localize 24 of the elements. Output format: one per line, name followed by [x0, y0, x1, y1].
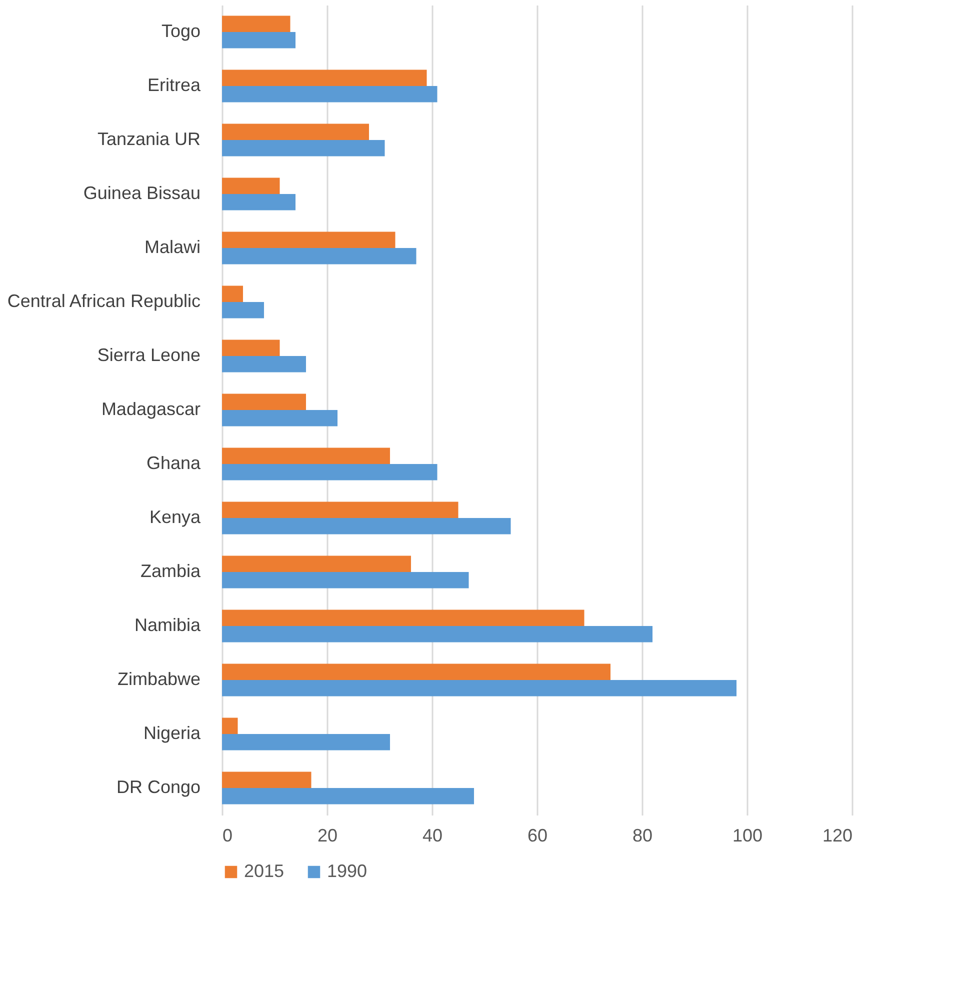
y-tick-label: Guinea Bissau [83, 183, 200, 203]
x-tick-label: 0 [222, 826, 233, 846]
legend-label: 2015 [244, 861, 284, 881]
y-tick-label: Kenya [149, 507, 202, 527]
y-tick-label: Zambia [140, 561, 202, 581]
y-tick-label: Ghana [146, 453, 202, 473]
y-tick-label: Malawi [144, 237, 200, 257]
y-tick-label: Namibia [134, 615, 202, 635]
y-tick-label: Nigeria [143, 723, 202, 743]
y-tick-label: Tanzania UR [97, 129, 200, 149]
y-tick-label: DR Congo [116, 777, 200, 797]
x-tick-label: 120 [822, 826, 852, 846]
x-tick-label: 100 [732, 826, 763, 846]
y-tick-label: Togo [161, 21, 200, 41]
y-tick-label: Zimbabwe [117, 669, 200, 689]
x-tick-label: 60 [527, 826, 548, 846]
y-tick-label: Madagascar [101, 399, 200, 419]
x-tick-label: 20 [317, 826, 338, 846]
y-tick-label: Central African Republic [7, 291, 200, 311]
y-tick-label: Eritrea [147, 75, 202, 95]
y-tick-label: Sierra Leone [97, 345, 200, 365]
x-tick-label: 40 [422, 826, 443, 846]
x-tick-label: 80 [632, 826, 653, 846]
legend-label: 1990 [327, 861, 368, 881]
